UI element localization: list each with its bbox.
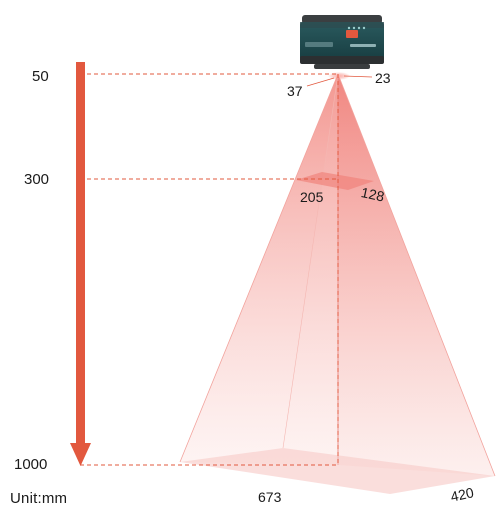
beam-edge	[282, 73, 339, 449]
distance-arrow-head	[70, 443, 91, 466]
scanner-device	[300, 15, 384, 69]
leader-23	[343, 75, 373, 78]
beam-edge	[337, 73, 496, 477]
fov-height-50: 23	[375, 70, 391, 86]
fov-plane-1000	[180, 448, 495, 494]
distance-label-50: 50	[32, 68, 49, 85]
fov-plane-300	[296, 172, 374, 190]
distance-arrow-shaft	[76, 62, 85, 445]
fov-width-300: 205	[300, 189, 324, 205]
fov-width-1000: 673	[258, 489, 282, 505]
leader-37	[306, 77, 335, 87]
distance-label-300: 300	[24, 171, 50, 188]
fov-width-50: 37	[287, 83, 303, 99]
beam-edge	[179, 73, 339, 463]
unit-label: Unit:mm	[10, 490, 68, 507]
distance-label-1000: 1000	[14, 456, 48, 473]
